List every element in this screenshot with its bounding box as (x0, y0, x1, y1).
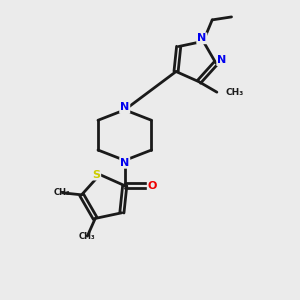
Text: N: N (120, 103, 129, 112)
Text: CH₃: CH₃ (54, 188, 71, 197)
Text: CH₃: CH₃ (79, 232, 96, 241)
Text: S: S (92, 169, 100, 180)
Text: N: N (120, 158, 129, 168)
Text: CH₃: CH₃ (225, 88, 243, 97)
Text: N: N (217, 55, 226, 65)
Text: O: O (148, 181, 157, 191)
Text: N: N (197, 33, 206, 43)
